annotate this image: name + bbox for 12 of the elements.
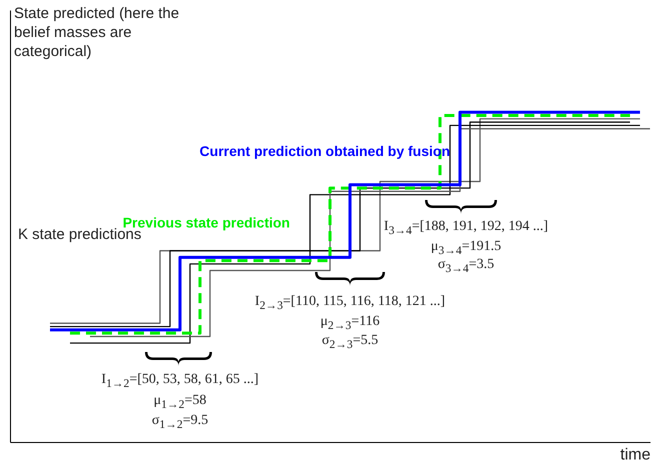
annotation: μ$_{3→4}$=191.5	[430, 239, 502, 257]
annotation: I$_{3→4}$=[188, 191, 192, 194 ...]	[384, 219, 548, 237]
annotation: I$_{1→2}$=[50, 53, 58, 61, 65 ...]	[101, 372, 259, 390]
x-axis-title: time	[620, 446, 651, 464]
annotation: μ$_{2→3}$=116	[320, 314, 380, 332]
annotation: σ$_{2→3}$=5.5	[322, 333, 378, 351]
annotation: μ$_{1→2}$=58	[154, 393, 206, 411]
y-axis-title: State predicted (here the belief masses are categorical)	[14, 4, 180, 61]
annotation: σ$_{1→2}$=9.5	[152, 413, 208, 431]
series-label: Current prediction obtained by fusion	[200, 142, 450, 159]
annotation: σ$_{3→4}$=3.5	[438, 257, 494, 275]
annotation: I$_{2→3}$=[110, 115, 116, 118, 121 ...]	[254, 294, 446, 312]
